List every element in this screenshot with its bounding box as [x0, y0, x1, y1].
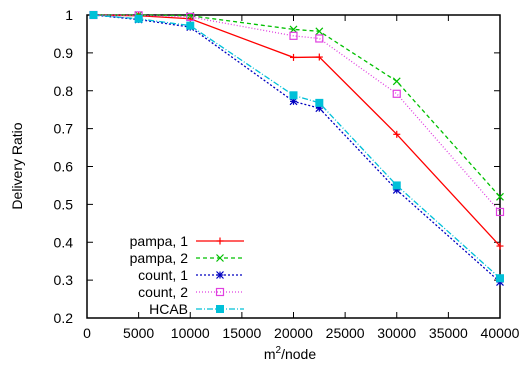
x-axis-label: m2/node [264, 345, 316, 362]
data-point [496, 192, 504, 201]
data-point [393, 130, 401, 138]
tick-labels: 0 5000 10000 15000 20000 25000 30000 35000 40000… [54, 7, 520, 341]
x-tick-label: 35000 [429, 325, 468, 341]
data-point [315, 34, 324, 43]
data-point [290, 53, 297, 61]
data-point [216, 305, 224, 313]
legend-item: pampa, 1 [130, 233, 244, 249]
y-tick-label: 0.9 [54, 45, 74, 61]
x-tick-label: 10000 [171, 325, 210, 341]
data-point [392, 89, 401, 98]
y-tick-label: 1 [65, 7, 73, 23]
legend-item: HCAB [149, 301, 244, 317]
data-point [496, 274, 504, 283]
x-tick-label: 20000 [274, 325, 313, 341]
data-point [216, 254, 224, 262]
series-line [93, 14, 501, 213]
data-point [289, 31, 298, 40]
y-tick-label: 0.6 [54, 159, 74, 175]
legend-label: count, 2 [138, 284, 188, 300]
x-tick-label: 0 [83, 325, 91, 341]
x-tick-label: 25000 [326, 325, 365, 341]
data-point [216, 271, 224, 279]
y-tick-label: 0.5 [54, 196, 74, 212]
x-tick-label: 5000 [123, 325, 154, 341]
series-lines [89, 10, 505, 286]
y-tick-label: 0.7 [54, 121, 74, 137]
y-axis-label: Delivery Ratio [9, 122, 25, 209]
data-point [315, 53, 323, 61]
legend-item: pampa, 2 [130, 250, 244, 266]
legend-label: count, 1 [138, 267, 188, 283]
x-axis-label-base: m [264, 346, 276, 362]
legend-label: pampa, 1 [130, 233, 189, 249]
series-count-2 [89, 10, 505, 217]
data-point [315, 27, 324, 36]
data-point [496, 242, 504, 250]
data-point [392, 77, 401, 86]
data-point [215, 287, 225, 297]
data-point [89, 11, 98, 19]
data-point [392, 181, 401, 190]
series-hcab [89, 11, 504, 283]
x-axis-label-sup: 2 [276, 345, 282, 356]
legend-item: count, 2 [138, 284, 244, 300]
data-point [315, 98, 324, 107]
x-tick-label: 30000 [377, 325, 416, 341]
data-point [134, 14, 143, 23]
y-tick-label: 0.2 [54, 310, 74, 326]
data-point [186, 21, 195, 30]
legend-label: pampa, 2 [130, 250, 189, 266]
x-tick-label: 15000 [222, 325, 261, 341]
data-point [495, 207, 505, 217]
data-point [216, 237, 224, 245]
series-line [93, 14, 501, 198]
x-axis-label-suffix: /node [281, 346, 316, 362]
y-tick-label: 0.3 [54, 272, 74, 288]
y-tick-label: 0.8 [54, 83, 74, 99]
series-line [93, 14, 501, 247]
data-point [289, 91, 298, 100]
data-point [289, 25, 298, 34]
legend-label: HCAB [149, 301, 188, 317]
legend-item: count, 1 [138, 267, 244, 283]
y-tick-label: 0.4 [54, 234, 74, 250]
data-point [186, 12, 195, 21]
x-tick-label: 40000 [481, 325, 520, 341]
